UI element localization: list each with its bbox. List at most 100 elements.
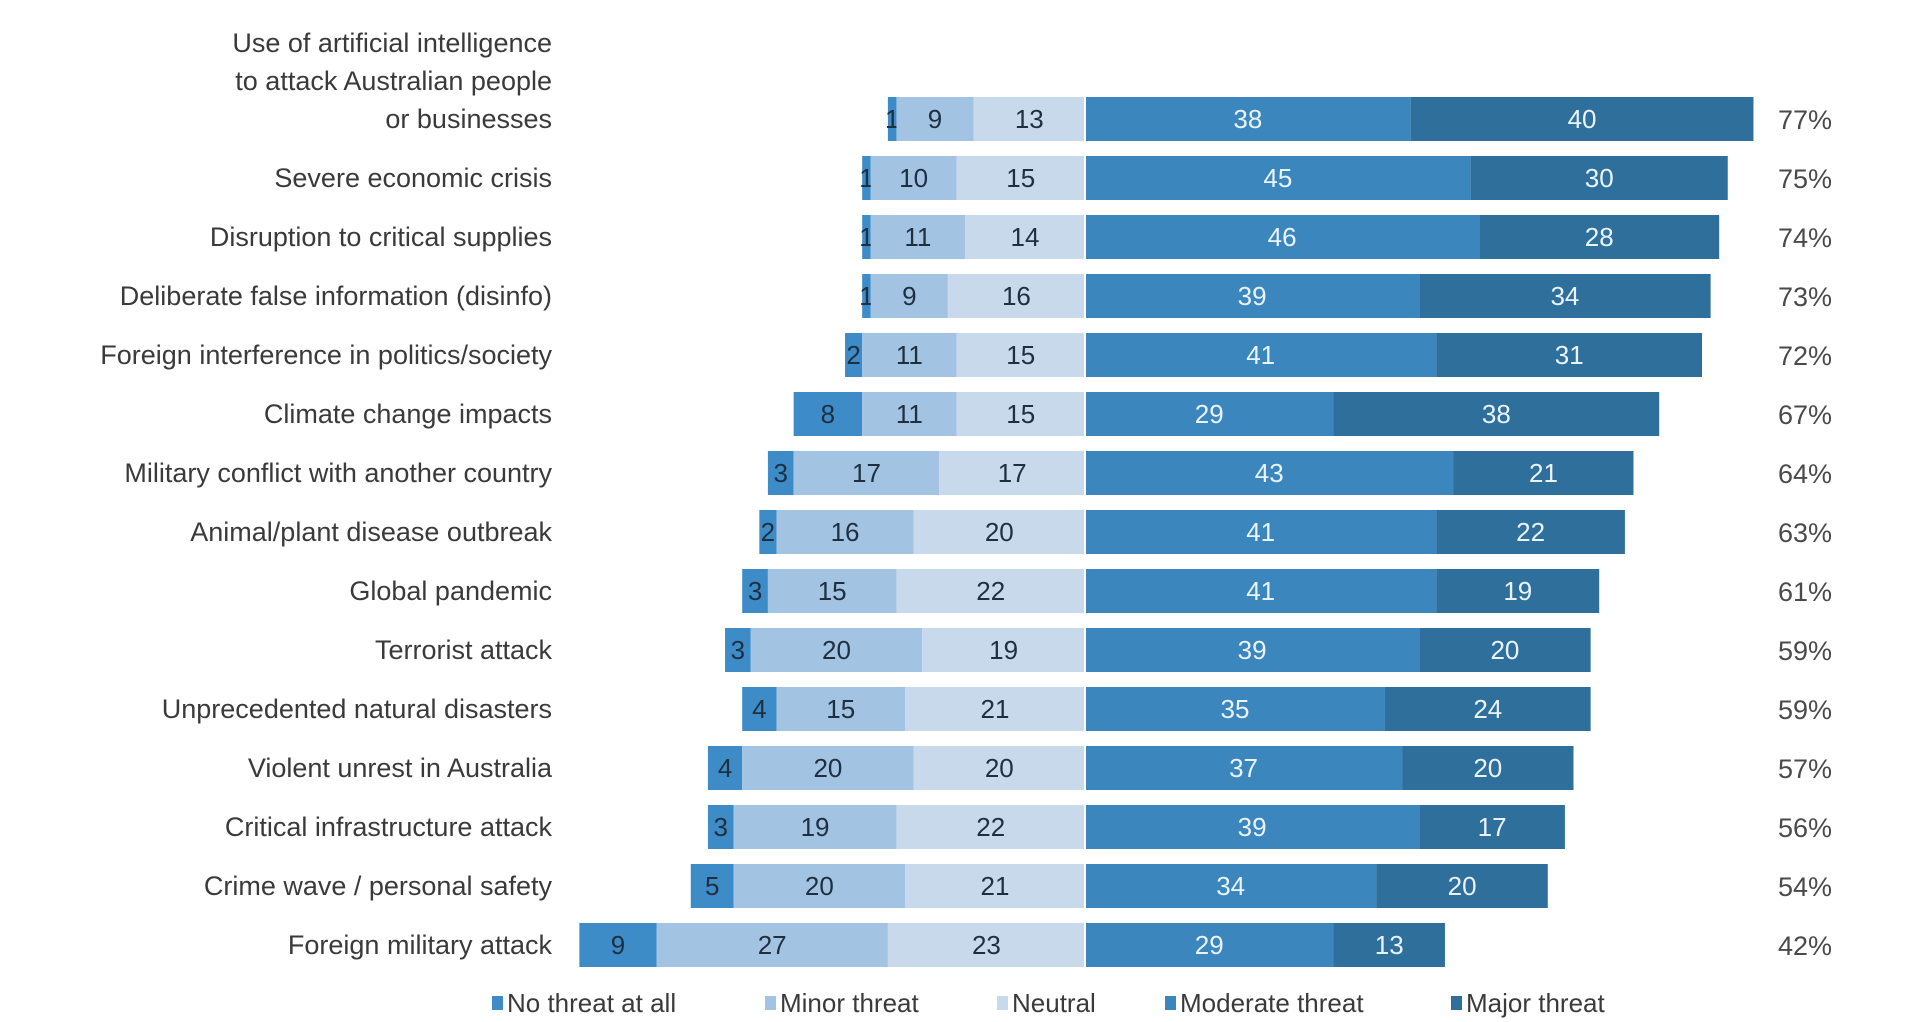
bar-segment (1085, 746, 1403, 790)
legend-swatch (1451, 996, 1462, 1010)
bar-segment (1085, 215, 1480, 259)
data-label: 41 (1246, 517, 1275, 547)
data-label: 9 (611, 930, 625, 960)
data-label: 2 (846, 340, 860, 370)
data-label: 19 (801, 812, 830, 842)
bar-segment (1085, 628, 1420, 672)
bar-segment (690, 864, 734, 908)
data-label: 29 (1195, 399, 1224, 429)
bar-segment (870, 274, 948, 318)
category-label: Disruption to critical supplies (210, 222, 552, 252)
data-label: 16 (831, 517, 860, 547)
legend-swatch (997, 996, 1008, 1010)
total-threat-percent: 74% (1778, 223, 1832, 253)
bar-segment (1402, 746, 1574, 790)
data-label: 15 (818, 576, 847, 606)
total-threat-percent: 72% (1778, 341, 1832, 371)
bar-segment (742, 569, 768, 613)
data-label: 3 (774, 458, 788, 488)
total-threat-percent: 59% (1778, 636, 1832, 666)
data-label: 38 (1482, 399, 1511, 429)
data-label: 1 (859, 222, 873, 252)
data-label: 17 (998, 458, 1027, 488)
bar-segment (1436, 510, 1625, 554)
bar-segment (1419, 274, 1711, 318)
data-label: 22 (976, 812, 1005, 842)
bar-segment (1085, 97, 1411, 141)
data-label: 4 (718, 753, 732, 783)
legend-label: Neutral (1012, 988, 1096, 1018)
data-label: 20 (1448, 871, 1477, 901)
bar-segment (905, 864, 1085, 908)
category-label: Use of artificial intelligence (232, 28, 552, 58)
bar-segment (767, 569, 897, 613)
data-label: 2 (761, 517, 775, 547)
data-label: 17 (1478, 812, 1507, 842)
category-label: Military conflict with another country (124, 458, 552, 488)
bar-segment (742, 746, 914, 790)
data-label: 22 (1516, 517, 1545, 547)
total-threat-percent: 59% (1778, 695, 1832, 725)
data-label: 5 (705, 871, 719, 901)
bar-segment (862, 274, 871, 318)
legend-swatch (492, 996, 503, 1010)
category-label: Global pandemic (349, 576, 552, 606)
data-label: 3 (748, 576, 762, 606)
bar-segment (939, 451, 1085, 495)
bar-segment (1479, 215, 1720, 259)
data-label: 16 (1002, 281, 1031, 311)
data-label: 21 (1529, 458, 1558, 488)
data-label: 43 (1255, 458, 1284, 488)
bar-segment (862, 392, 957, 436)
data-label: 34 (1550, 281, 1579, 311)
total-threat-percent: 61% (1778, 577, 1832, 607)
bar-segment (1085, 451, 1454, 495)
bar-segment (1410, 97, 1754, 141)
data-label: 30 (1585, 163, 1614, 193)
data-label: 39 (1238, 812, 1267, 842)
data-label: 20 (1490, 635, 1519, 665)
data-label: 20 (985, 753, 1014, 783)
data-label: 17 (852, 458, 881, 488)
bar-segment (793, 451, 940, 495)
total-threat-percent: 67% (1778, 400, 1832, 430)
data-label: 45 (1263, 163, 1292, 193)
category-label: Severe economic crisis (274, 163, 552, 193)
total-threat-percent: 42% (1778, 931, 1832, 961)
bar-segment (776, 687, 906, 731)
data-label: 3 (714, 812, 728, 842)
bar-segment (870, 156, 957, 200)
bar-segment (733, 864, 906, 908)
data-label: 8 (821, 399, 835, 429)
category-label: Deliberate false information (disinfo) (120, 281, 552, 311)
bar-segment (887, 97, 897, 141)
category-label: Climate change impacts (264, 399, 552, 429)
data-label: 15 (1006, 163, 1035, 193)
data-label: 28 (1585, 222, 1614, 252)
bar-segment (1085, 333, 1437, 377)
data-label: 9 (928, 104, 942, 134)
data-label: 20 (813, 753, 842, 783)
bar-segment (1085, 864, 1377, 908)
category-label: Violent unrest in Australia (248, 753, 553, 783)
bar-segment (750, 628, 923, 672)
data-label: 20 (985, 517, 1014, 547)
legend-swatch (1165, 996, 1176, 1010)
bar-segment (733, 805, 897, 849)
bar-segment (1333, 392, 1660, 436)
data-label: 37 (1229, 753, 1258, 783)
bar-segment (1436, 333, 1703, 377)
bar-segment (707, 746, 743, 790)
bar-segment (793, 392, 863, 436)
bar-segment (1085, 510, 1437, 554)
bar-segment (725, 628, 751, 672)
data-label: 10 (899, 163, 928, 193)
bar-segment (1419, 628, 1591, 672)
category-label: to attack Australian people (235, 66, 552, 96)
bar-segment (956, 156, 1085, 200)
bar-segment (956, 392, 1085, 436)
bar-segment (913, 510, 1085, 554)
category-label: Foreign military attack (288, 930, 553, 960)
bar-segment (913, 746, 1085, 790)
